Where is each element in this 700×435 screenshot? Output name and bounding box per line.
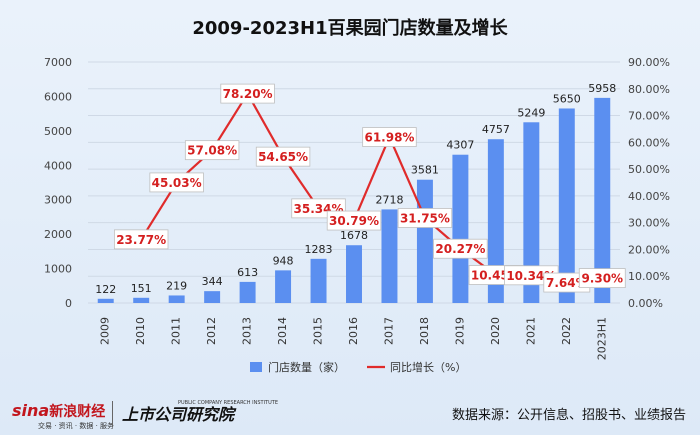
research-institute-en: PUBLIC COMPANY RESEARCH INSTITUTE [178, 400, 278, 406]
bar-value-label: 5249 [517, 106, 545, 119]
growth-label-box [149, 172, 204, 193]
x-tick-label: 2013 [241, 317, 254, 345]
sina-logo-cn: 新浪财经 [49, 404, 106, 420]
right-axis-tick-label: 90.00% [628, 56, 670, 69]
growth-value-label: 61.98% [364, 131, 414, 145]
left-axis-tick-label: 7000 [44, 56, 72, 69]
bar [523, 122, 540, 304]
bar-value-label: 219 [166, 279, 187, 292]
growth-label-box [362, 127, 417, 147]
logo-divider [112, 401, 113, 427]
right-axis-tick-label: 40.00% [628, 190, 670, 203]
bar [97, 298, 114, 303]
x-tick-label: 2015 [312, 317, 325, 345]
growth-value-label: 54.65% [258, 150, 308, 164]
x-tick-label: 2019 [453, 317, 466, 345]
x-tick-label: 2012 [205, 317, 218, 345]
bar-value-label: 1283 [305, 243, 333, 256]
growth-label-box [220, 83, 275, 104]
right-axis-tick-label: 70.00% [628, 110, 670, 123]
x-tick-label: 2016 [347, 317, 360, 345]
growth-value-label: 31.75% [400, 211, 450, 225]
x-tick-label: 2022 [560, 317, 573, 345]
growth-value-label: 45.03% [152, 176, 202, 190]
x-tick-label: 2023H1 [595, 317, 608, 360]
x-tick-label: 2011 [170, 317, 183, 345]
bar-value-label: 4307 [446, 139, 474, 152]
right-axis-tick-label: 10.00% [628, 270, 670, 283]
growth-value-label: 7.64% [546, 276, 588, 290]
growth-label-box [184, 140, 240, 161]
x-tick-label: 2017 [382, 317, 395, 345]
bar-value-label: 4757 [482, 123, 510, 136]
bar [452, 154, 469, 303]
right-axis-tick-label: 30.00% [628, 217, 670, 230]
chart-title: 2009-2023H1百果园门店数量及增长 [192, 18, 508, 39]
left-axis-tick-label: 1000 [44, 263, 72, 276]
growth-label-box [578, 268, 626, 288]
growth-value-label: 57.08% [187, 144, 237, 158]
growth-value-label: 20.27% [435, 242, 485, 256]
bar-value-label: 5650 [553, 92, 581, 105]
bar-value-label: 151 [131, 282, 152, 295]
bar-value-label: 122 [95, 283, 116, 296]
legend-bar-label: 门店数量（家） [268, 360, 345, 374]
legend-bar-swatch [250, 362, 262, 372]
bar [204, 291, 221, 303]
data-source: 数据来源：公开信息、招股书、业绩报告 [451, 408, 686, 423]
x-tick-label: 2020 [489, 317, 502, 345]
growth-value-label: 30.79% [329, 214, 379, 228]
right-axis-tick-label: 60.00% [628, 136, 670, 149]
bar [168, 295, 185, 303]
legend-line-label: 同比增长（%） [390, 360, 466, 374]
bar-value-label: 5958 [588, 82, 616, 95]
bar-value-label: 3581 [411, 164, 439, 177]
bar-value-label: 613 [237, 266, 258, 279]
bar [558, 108, 575, 303]
sina-logo-text: sina [12, 401, 50, 420]
growth-label-box [397, 208, 453, 228]
sina-finance-logo: sina新浪财经 [12, 401, 105, 421]
bar [239, 281, 256, 303]
growth-label-box [433, 238, 488, 259]
bar-value-label: 344 [202, 275, 223, 288]
right-axis-tick-label: 50.00% [628, 163, 670, 176]
left-axis-tick-label: 3000 [44, 194, 72, 207]
research-institute-logo: 上市公司研究院 [122, 405, 235, 424]
x-tick-label: 2009 [99, 317, 112, 345]
sina-logo-subtitle: 交易 · 资讯 · 数据 · 服务 [38, 422, 115, 430]
growth-value-label: 78.20% [223, 87, 273, 101]
bar [416, 179, 433, 303]
left-axis-tick-label: 0 [65, 297, 72, 310]
bar [594, 97, 611, 303]
x-tick-label: 2021 [524, 317, 537, 345]
left-axis-tick-label: 6000 [44, 90, 72, 103]
bar-value-label: 2718 [375, 193, 403, 206]
x-tick-label: 2014 [276, 317, 289, 345]
bar [487, 139, 504, 303]
bar-value-label: 1678 [340, 229, 368, 242]
growth-value-label: 9.30% [581, 272, 623, 286]
bar-value-label: 948 [273, 254, 294, 267]
right-axis-tick-label: 80.00% [628, 83, 670, 96]
bar [133, 297, 150, 303]
x-tick-label: 2010 [134, 317, 147, 345]
bar [310, 258, 327, 303]
bar [381, 209, 398, 303]
right-axis-tick-label: 0.00% [628, 297, 663, 310]
growth-label-box [114, 229, 169, 250]
left-axis-tick-label: 2000 [44, 228, 72, 241]
growth-label-box [255, 146, 311, 167]
bar [346, 245, 362, 303]
bar [275, 270, 292, 303]
left-axis-tick-label: 5000 [44, 125, 72, 138]
right-axis-tick-label: 20.00% [628, 243, 670, 256]
growth-value-label: 23.77% [116, 233, 166, 247]
x-tick-label: 2018 [418, 317, 431, 345]
left-axis-tick-label: 4000 [44, 159, 72, 172]
growth-label-box [326, 210, 382, 231]
